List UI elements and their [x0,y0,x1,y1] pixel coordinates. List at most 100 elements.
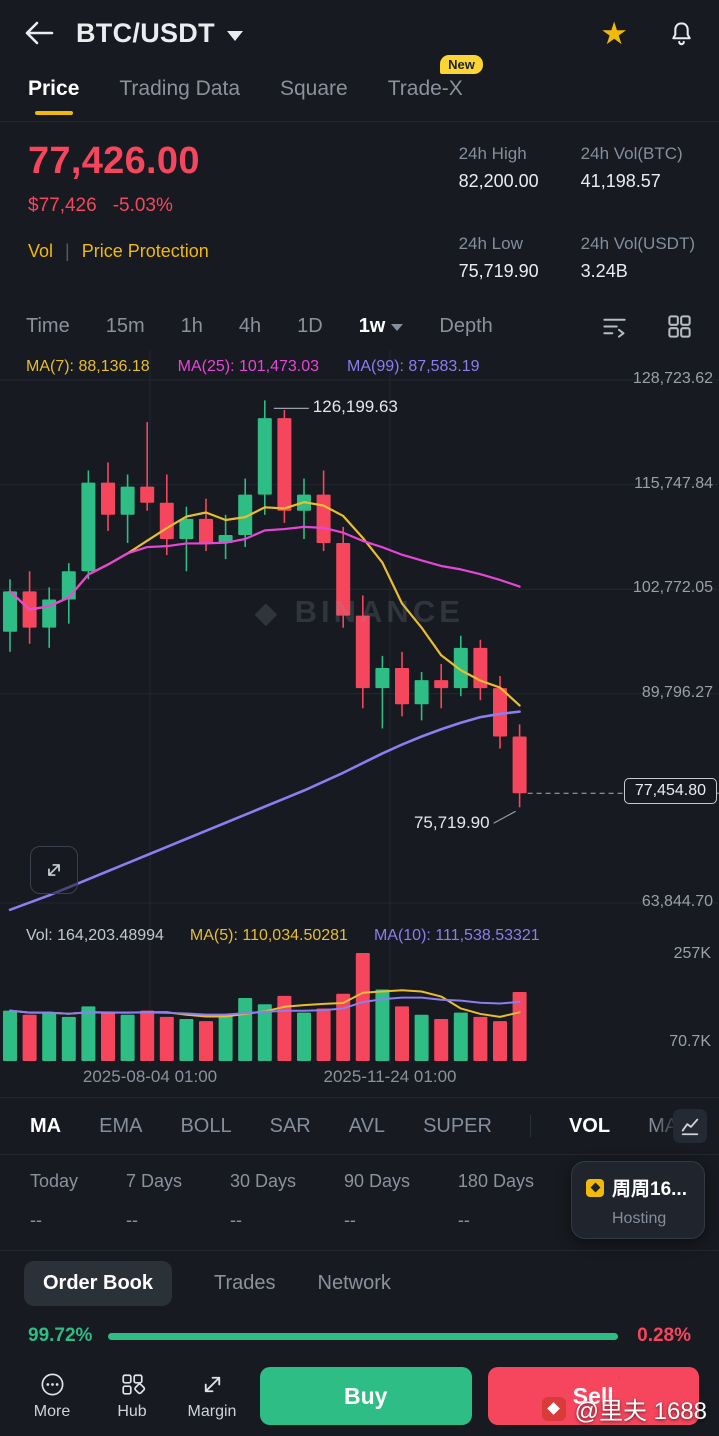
chart-icon [673,1109,707,1143]
topbar-actions: ★ [600,18,695,49]
more-ellipsis-icon [41,1373,63,1396]
binance-watermark: ◆ BINANCE [255,594,464,629]
more-button[interactable]: More [20,1371,84,1421]
vol-value: Vol: 164,203.48994 [26,927,164,944]
stat-24h-vol-usdt: 24h Vol(USDT) 3.24B [580,234,695,281]
fiat-value: $77,426 [28,195,97,216]
tf-icons [601,313,693,340]
ratio-bar [108,1332,621,1340]
tf-15m[interactable]: 15m [105,314,145,337]
ticker-left: 77,426.00 $77,426 -5.03% Vol | Price Pro… [28,140,209,302]
promo-floating-card[interactable]: 周周16... Hosting [571,1161,705,1239]
main-tabs: Price Trading Data Square Trade-X New [0,54,719,122]
volume-axis-label: 70.7K [669,1033,711,1050]
pair-selector[interactable]: BTC/USDT [76,18,243,49]
sell-button[interactable]: Sell [487,1367,699,1425]
last-price-tag: 77,454.80 [623,778,717,805]
stat-24h-low: 24h Low 75,719.90 [458,234,539,281]
tf-1h[interactable]: 1h [180,314,203,337]
period-180-days: 180 Days -- [457,1171,534,1230]
price-chart[interactable]: MA(7): 88,136.18 MA(25): 101,473.03 MA(9… [0,350,719,915]
promo-subtitle: Hosting [612,1210,667,1227]
indicator-super[interactable]: SUPER [423,1114,492,1137]
indicator-vol[interactable]: VOL [568,1114,611,1137]
binance-logo-icon: ◆ [255,596,281,628]
indicator-avl[interactable]: AVL [348,1114,386,1137]
high-price-annotation: 126,199.63 [312,397,398,417]
watermark-logo-icon [541,1396,566,1421]
indicator-boll[interactable]: BOLL [180,1114,232,1137]
favorite-star-icon[interactable]: ★ [600,15,628,51]
change-percent: -5.03% [112,195,173,216]
volume-chart[interactable]: Vol: 164,203.48994 MA(5): 110,034.50281 … [0,915,719,1097]
notifications-bell-icon[interactable] [668,20,695,47]
y-axis-label: 102,772.05 [632,579,713,597]
y-axis-label: 89,796.27 [641,683,713,701]
period-90-days: 90 Days -- [343,1171,410,1230]
tf-4h[interactable]: 4h [238,314,262,337]
bottom-section-tabs: Order Book Trades Network [0,1250,719,1316]
y-axis-label: 63,844.70 [641,893,713,910]
last-price: 77,426.00 [28,140,200,182]
new-badge: New [440,54,483,74]
tab-order-book[interactable]: Order Book [24,1261,173,1306]
tab-network[interactable]: Network [317,1272,391,1294]
timeframe-bar: Time 15m 1h 4h 1D 1w Depth [0,302,719,350]
buy-button[interactable]: Buy [260,1367,472,1425]
x-axis: 2025-08-04 01:00 2025-11-24 01:00 [0,1067,719,1097]
period-today: Today -- [30,1171,79,1230]
pnl-periods: Today -- 7 Days -- 30 Days -- 90 Days --… [0,1155,719,1250]
price-protection-link[interactable]: Price Protection [81,241,209,261]
ma25-legend: MA(25): 101,473.03 [177,358,320,375]
low-price-annotation: 75,719.90 [413,813,490,833]
tf-1d[interactable]: 1D [297,314,323,337]
divider [529,1115,531,1137]
candlestick-canvas[interactable] [0,350,719,915]
sell-percent: 0.28% [637,1325,691,1346]
indicator-bar: MA EMA BOLL SAR AVL SUPER VOL MACD [0,1097,719,1155]
ticker-stats: 24h High 82,200.00 24h Vol(BTC) 41,198.5… [459,140,695,302]
tf-1w-selected[interactable]: 1w [359,315,404,338]
indicator-ema[interactable]: EMA [99,1114,143,1137]
vol-link[interactable]: Vol [28,241,54,261]
ticker-panel: 77,426.00 $77,426 -5.03% Vol | Price Pro… [0,122,719,302]
back-arrow-icon [25,21,54,45]
action-bar: More Hub Margin Buy Sell [0,1356,719,1436]
tab-trades[interactable]: Trades [214,1272,276,1294]
layout-grid-icon[interactable] [666,313,693,340]
tab-trade-x[interactable]: Trade-X New [388,54,483,121]
vol-ma10: MA(10): 111,538.53321 [373,927,540,944]
indicator-ma[interactable]: MA [30,1114,62,1137]
margin-button[interactable]: Margin [180,1371,244,1421]
tab-square[interactable]: Square [280,76,348,100]
separator: | [65,241,70,261]
volume-canvas[interactable] [0,915,719,1065]
back-button[interactable] [24,20,76,46]
stat-24h-high: 24h High 82,200.00 [458,144,539,191]
buy-percent: 99.72% [28,1325,93,1346]
hub-grid-icon [121,1374,145,1395]
fullscreen-expand-button[interactable] [30,846,78,894]
margin-arrows-icon [204,1376,220,1393]
period-30-days: 30 Days -- [229,1171,296,1230]
promo-title: 周周16... [612,1179,687,1200]
indicator-sar[interactable]: SAR [269,1114,311,1137]
tab-trading-data[interactable]: Trading Data [119,76,240,100]
tf-time[interactable]: Time [26,314,70,337]
buy-ratio-fill [108,1332,619,1340]
indicator-settings-icon[interactable] [601,313,628,340]
ma-legend: MA(7): 88,136.18 MA(25): 101,473.03 MA(9… [26,358,480,376]
chevron-down-icon [391,324,404,331]
volume-legend: Vol: 164,203.48994 MA(5): 110,034.50281 … [26,927,540,945]
period-7-days: 7 Days -- [125,1171,183,1230]
y-axis-label: 128,723.62 [632,370,713,387]
tab-price[interactable]: Price [28,57,79,121]
hub-button[interactable]: Hub [100,1371,164,1421]
promo-icon [586,1178,604,1197]
tf-depth[interactable]: Depth [439,314,493,337]
buy-sell-ratio: 99.72% 0.28% [0,1316,719,1356]
indicator-chart-button[interactable] [655,1098,719,1154]
vol-ma5: MA(5): 110,034.50281 [189,927,348,944]
expand-arrows-icon [48,864,60,876]
